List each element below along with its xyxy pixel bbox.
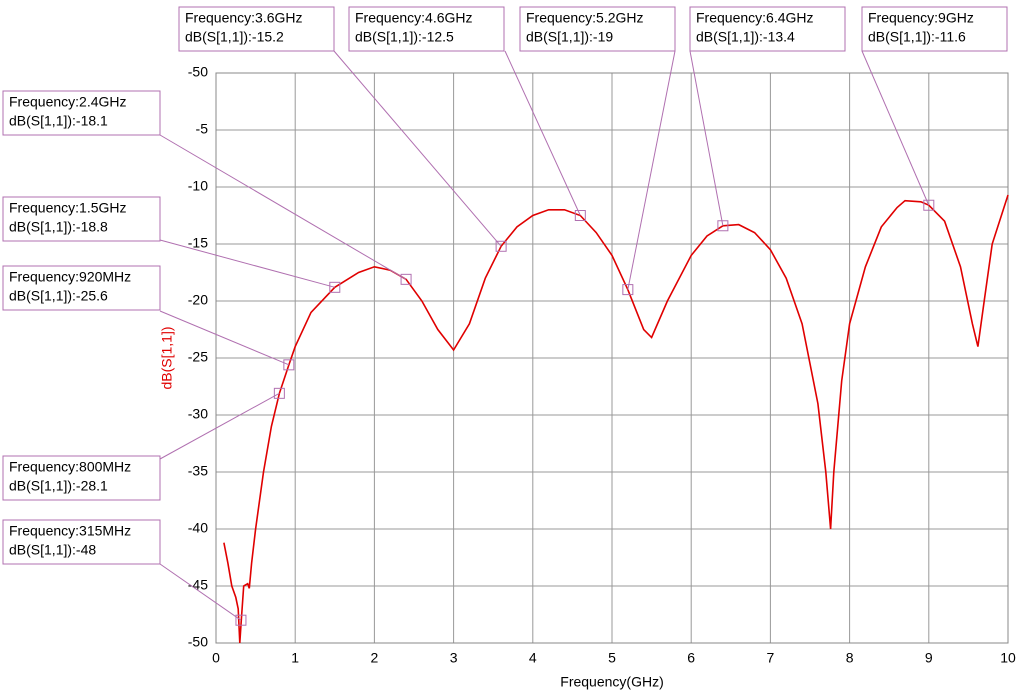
annotation-box bbox=[178, 6, 335, 52]
annotation-text: Frequency:5.2GHz bbox=[526, 10, 644, 26]
leader-line bbox=[159, 392, 280, 460]
annotation-text: Frequency:2.4GHz bbox=[9, 94, 127, 110]
annotation-box bbox=[861, 6, 1008, 52]
leader-line bbox=[159, 239, 335, 288]
marker bbox=[923, 199, 935, 211]
x-tick-label: 7 bbox=[767, 650, 775, 666]
annotation-text: Frequency:9GHz bbox=[868, 10, 974, 26]
annotation-text: dB(S[1,1]):-28.1 bbox=[9, 478, 108, 494]
marker bbox=[329, 281, 341, 293]
annotation-text: dB(S[1,1]):-19 bbox=[526, 29, 613, 45]
annotation-text: dB(S[1,1]):-12.5 bbox=[355, 29, 454, 45]
annotation-text: dB(S[1,1]):-18.8 bbox=[9, 219, 108, 235]
annotation-text: Frequency:1.5GHz bbox=[9, 200, 127, 216]
marker bbox=[273, 387, 285, 399]
x-tick-label: 5 bbox=[608, 650, 616, 666]
annotation-box bbox=[2, 519, 161, 565]
y-tick-label: -25 bbox=[188, 349, 208, 365]
y-tick-label: -50 bbox=[188, 64, 208, 80]
x-tick-label: 0 bbox=[212, 650, 220, 666]
x-tick-label: 6 bbox=[687, 650, 695, 666]
annotation-text: Frequency:4.6GHz bbox=[355, 10, 473, 26]
marker bbox=[283, 359, 295, 371]
y-tick-label: -10 bbox=[188, 178, 208, 194]
leader-line bbox=[627, 50, 676, 290]
annotation-box bbox=[2, 196, 161, 242]
x-tick-label: 3 bbox=[450, 650, 458, 666]
annotation-text: Frequency:6.4GHz bbox=[696, 10, 814, 26]
annotation-text: Frequency:800MHz bbox=[9, 459, 131, 475]
leader-line bbox=[504, 50, 581, 216]
x-tick-label: 9 bbox=[925, 650, 933, 666]
y-tick-label: -30 bbox=[188, 406, 208, 422]
x-tick-label: 1 bbox=[291, 650, 299, 666]
marker bbox=[717, 220, 729, 232]
x-tick-label: 4 bbox=[529, 650, 537, 666]
annotation-box bbox=[2, 265, 161, 311]
leader-line bbox=[689, 50, 724, 226]
annotation-text: dB(S[1,1]):-25.6 bbox=[9, 288, 108, 304]
plot-frame bbox=[215, 72, 1009, 644]
annotation-text: dB(S[1,1]):-18.1 bbox=[9, 113, 108, 129]
x-axis-label: Frequency(GHz) bbox=[560, 674, 663, 690]
y-tick-label: -40 bbox=[188, 520, 208, 536]
y-tick-label: -45 bbox=[188, 577, 208, 593]
leader-line bbox=[159, 310, 290, 366]
annotation-text: dB(S[1,1]):-48 bbox=[9, 542, 96, 558]
annotation-box bbox=[689, 6, 846, 52]
leader-line bbox=[861, 50, 930, 206]
data-line bbox=[223, 194, 1009, 644]
marker bbox=[574, 210, 586, 221]
annotation-text: Frequency:920MHz bbox=[9, 269, 131, 285]
marker bbox=[495, 240, 507, 252]
y-tick-label: -35 bbox=[188, 463, 208, 479]
y-tick-label: -50 bbox=[188, 634, 208, 650]
leader-line bbox=[159, 563, 242, 621]
marker bbox=[235, 614, 247, 626]
annotation-box bbox=[2, 90, 161, 136]
annotation-box bbox=[2, 455, 161, 501]
x-tick-label: 8 bbox=[846, 650, 854, 666]
y-tick-label: -15 bbox=[188, 235, 208, 251]
y-tick-label: -5 bbox=[196, 121, 209, 137]
x-tick-label: 2 bbox=[371, 650, 379, 666]
annotation-text: Frequency:3.6GHz bbox=[185, 10, 303, 26]
annotation-text: dB(S[1,1]):-15.2 bbox=[185, 29, 284, 45]
annotation-text: dB(S[1,1]):-13.4 bbox=[696, 29, 795, 45]
leader-line bbox=[333, 50, 502, 247]
annotation-text: dB(S[1,1]):-11.6 bbox=[868, 29, 966, 45]
annotation-box bbox=[348, 6, 505, 52]
y-tick-label: -20 bbox=[188, 292, 208, 308]
x-tick-label: 10 bbox=[1000, 650, 1016, 666]
marker bbox=[622, 284, 634, 296]
annotation-box bbox=[519, 6, 676, 52]
y-axis-label: dB(S[1,1]) bbox=[159, 326, 175, 389]
marker bbox=[400, 273, 412, 285]
annotation-text: Frequency:315MHz bbox=[9, 523, 131, 539]
leader-line bbox=[159, 134, 407, 280]
